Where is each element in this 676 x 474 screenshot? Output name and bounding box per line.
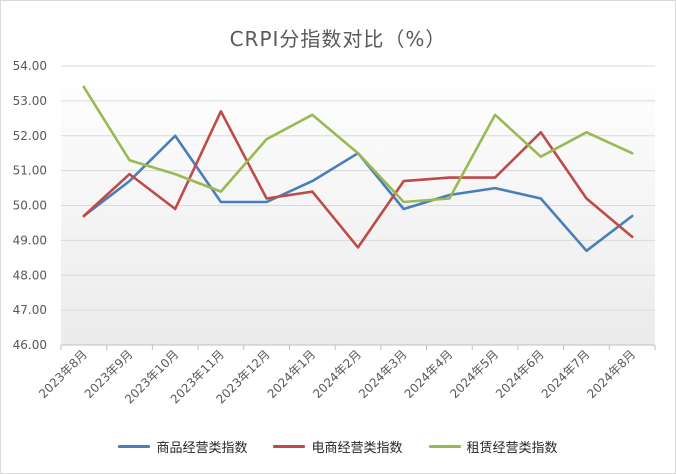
x-tick-label: 2024年3月: [356, 347, 410, 401]
x-tick-label: 2024年6月: [493, 347, 547, 401]
y-tick-label: 48.00: [13, 268, 47, 282]
x-tick-label: 2024年4月: [402, 347, 456, 401]
legend-label-leasing: 租赁经营类指数: [466, 441, 558, 456]
legend-swatch-leasing: [428, 445, 461, 448]
y-tick-label: 51.00: [13, 164, 47, 178]
legend-swatch-commodity: [118, 445, 151, 448]
legend-label-commodity: 商品经营类指数: [156, 441, 248, 456]
legend: 商品经营类指数 电商经营类指数 租赁经营类指数: [1, 437, 675, 456]
y-tick-label: 47.00: [13, 303, 47, 317]
x-tick-label: 2024年2月: [310, 347, 364, 401]
legend-label-ecommerce: 电商经营类指数: [311, 441, 403, 456]
y-tick-label: 46.00: [13, 338, 47, 352]
series-line-2: [82, 85, 634, 204]
series-line-1: [82, 110, 634, 249]
x-tick-label: 2024年1月: [265, 347, 319, 401]
legend-item-commodity: 商品经营类指数: [118, 437, 247, 456]
x-tick-label: 2024年7月: [539, 347, 593, 401]
x-axis: 2023年8月2023年9月2023年10月2023年11月2023年12月20…: [36, 344, 656, 406]
y-tick-label: 54.00: [13, 59, 47, 73]
x-tick-label: 2023年8月: [36, 347, 90, 401]
y-tick-label: 50.00: [13, 199, 47, 213]
legend-item-ecommerce: 电商经营类指数: [273, 437, 403, 456]
x-tick-label: 2024年5月: [447, 347, 501, 401]
x-tick-label: 2024年8月: [584, 347, 638, 401]
legend-swatch-ecommerce: [273, 445, 306, 448]
y-axis-ticks: 46.00 47.00 48.00 49.00 50.00 51.00 52.00 53.00…: [13, 59, 47, 352]
legend-item-leasing: 租赁经营类指数: [428, 437, 558, 456]
series-lines: [82, 85, 634, 253]
y-tick-label: 49.00: [13, 233, 47, 247]
y-tick-label: 53.00: [13, 94, 47, 108]
line-chart: 46.00 47.00 48.00 49.00 50.00 51.00 52.00 53.00…: [13, 59, 656, 406]
y-tick-label: 52.00: [13, 129, 47, 143]
chart-title: CRPI分指数对比（%）: [229, 27, 447, 51]
